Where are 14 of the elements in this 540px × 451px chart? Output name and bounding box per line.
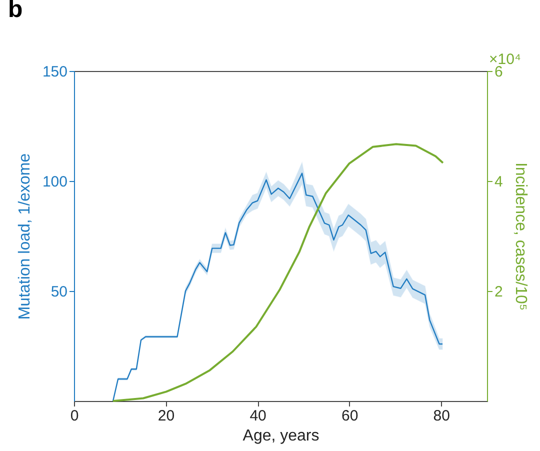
x-tick-label: 0 — [70, 408, 79, 424]
y-tick-label: 100 — [42, 174, 68, 190]
y2-axis-title: Incidence, cases/10⁵ — [512, 162, 529, 311]
x-tick-label: 20 — [158, 408, 175, 424]
y2-tick-label: 6 — [494, 64, 503, 80]
y2-tick-label: 2 — [494, 284, 503, 300]
y-axis-title: Mutation load, 1/exome — [16, 153, 34, 320]
x-tick-label: 40 — [250, 408, 266, 424]
x-tick-label: 80 — [433, 408, 450, 424]
x-tick-label: 60 — [341, 408, 358, 424]
y-tick-label: 50 — [50, 284, 68, 300]
y-tick-label: 150 — [42, 64, 68, 80]
x-axis-title: Age, years — [242, 428, 320, 444]
y2-tick-label: 4 — [494, 174, 503, 190]
